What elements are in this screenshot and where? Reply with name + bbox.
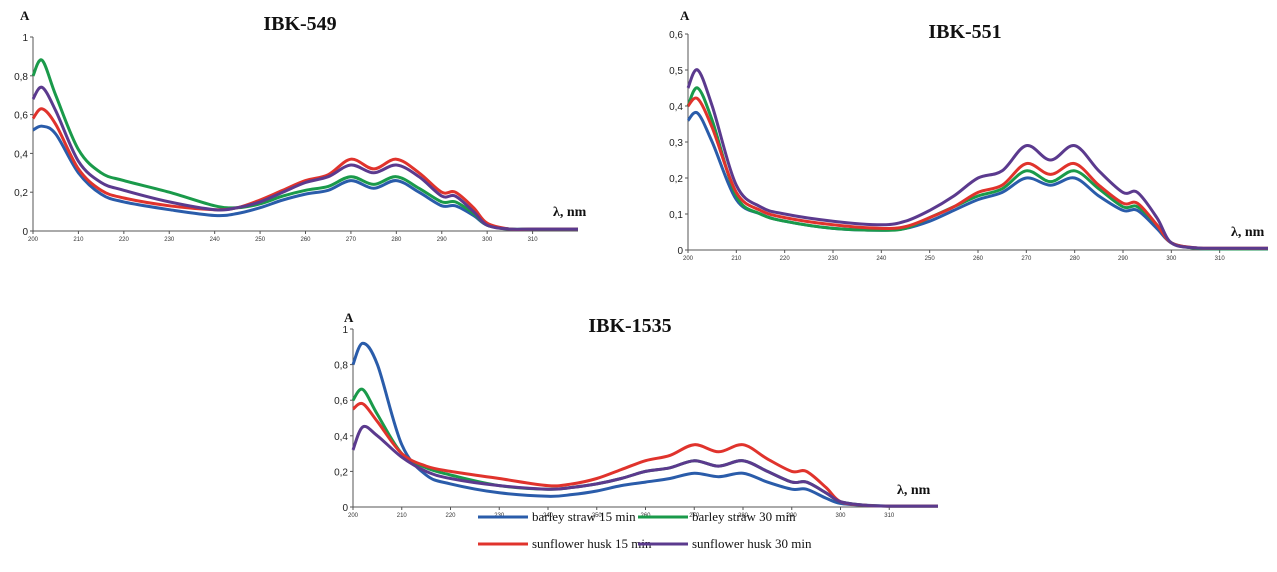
x-tick-label: 210 [731, 256, 742, 262]
x-axis-label: λ, nm [1231, 225, 1265, 240]
x-tick-label: 230 [164, 237, 175, 243]
x-tick-label: 280 [1070, 256, 1081, 262]
y-axis-label: A [20, 8, 30, 23]
x-tick-label: 250 [255, 237, 266, 243]
x-tick-label: 240 [543, 513, 554, 519]
y-tick-label: 0,1 [669, 210, 683, 221]
y-tick-label: 0,8 [14, 72, 28, 83]
series-line-sunflower-husk-30-min [31, 85, 578, 231]
legend-label: barley straw 30 min [692, 509, 796, 524]
y-tick-label: 0,2 [669, 174, 683, 185]
legend-item: sunflower husk 15 min [478, 536, 652, 551]
series-line-sunflower-husk-30-min [351, 424, 939, 508]
legend-label: sunflower husk 15 min [532, 536, 652, 551]
legend: barley straw 15 min barley straw 30 min … [478, 509, 812, 551]
x-tick-label: 240 [876, 256, 887, 262]
y-tick-label: 0,6 [14, 111, 28, 122]
legend-item: barley straw 30 min [638, 509, 796, 524]
x-tick-label: 290 [1118, 256, 1129, 262]
x-tick-label: 280 [738, 513, 749, 519]
chart-ibk-549: IBK-549 A λ, nm 0 0,2 0,4 0,6 0,8 1 200 210 220 2… [14, 8, 587, 243]
x-tick-label: 240 [210, 237, 221, 243]
y-tick-label: 0,2 [14, 188, 28, 199]
y-tick-label: 0,4 [14, 149, 28, 160]
x-axis-label: λ, nm [553, 205, 587, 220]
chart-title: IBK-549 [263, 13, 336, 35]
x-tick-label: 250 [925, 256, 936, 262]
y-tick-label: 0,6 [334, 396, 348, 407]
x-tick-label: 300 [835, 513, 846, 519]
y-tick-label: 0,5 [669, 66, 683, 77]
y-tick-label: 0 [342, 503, 348, 514]
y-tick-label: 1 [342, 325, 348, 336]
x-tick-label: 230 [828, 256, 839, 262]
series-line-sunflower-husk-15-min [352, 401, 939, 508]
y-tick-label: 0,3 [669, 138, 683, 149]
y-tick-label: 0,6 [669, 30, 683, 41]
legend-label: sunflower husk 30 min [692, 536, 812, 551]
x-tick-label: 260 [300, 237, 311, 243]
x-tick-label: 280 [391, 237, 402, 243]
x-tick-label: 270 [1021, 256, 1032, 262]
legend-label: barley straw 15 min [532, 509, 636, 524]
y-tick-label: 0,4 [669, 102, 683, 113]
series-line-sunflower-husk-15-min [686, 96, 1269, 250]
y-tick-label: 1 [22, 33, 28, 44]
y-tick-label: 0,2 [334, 467, 348, 478]
x-tick-label: 290 [437, 237, 448, 243]
series-line-sunflower-husk-30-min [686, 68, 1269, 250]
x-tick-label: 260 [973, 256, 984, 262]
x-tick-label: 200 [28, 237, 39, 243]
x-tick-label: 210 [73, 237, 84, 243]
x-tick-label: 290 [787, 513, 798, 519]
x-tick-label: 300 [482, 237, 493, 243]
x-tick-label: 210 [397, 513, 408, 519]
x-tick-label: 270 [689, 513, 700, 519]
y-tick-label: 0 [22, 227, 28, 238]
y-axis-label: A [344, 310, 354, 325]
chart-ibk-551: IBK-551 A λ, nm 0 0,1 0,2 0,3 0,4 0,5 0,6 200 21… [669, 8, 1269, 262]
x-tick-label: 220 [780, 256, 791, 262]
series-line-sunflower-husk-15-min [31, 107, 578, 231]
x-tick-label: 310 [528, 237, 539, 243]
legend-item: sunflower husk 30 min [638, 536, 812, 551]
x-tick-label: 200 [348, 513, 359, 519]
x-tick-label: 310 [884, 513, 895, 519]
x-tick-label: 270 [346, 237, 357, 243]
y-tick-label: 0 [677, 246, 683, 257]
y-tick-label: 0,4 [334, 432, 348, 443]
x-tick-label: 200 [683, 256, 694, 262]
legend-item: barley straw 15 min [478, 509, 636, 524]
x-tick-label: 300 [1166, 256, 1177, 262]
chart-title: IBK-1535 [588, 315, 671, 337]
x-tick-label: 310 [1215, 256, 1226, 262]
x-tick-label: 220 [119, 237, 130, 243]
y-tick-label: 0,8 [334, 361, 348, 372]
x-axis-label: λ, nm [897, 483, 931, 498]
y-axis-label: A [680, 8, 690, 23]
x-tick-label: 250 [592, 513, 603, 519]
chart-title: IBK-551 [928, 21, 1001, 43]
x-tick-label: 220 [445, 513, 456, 519]
